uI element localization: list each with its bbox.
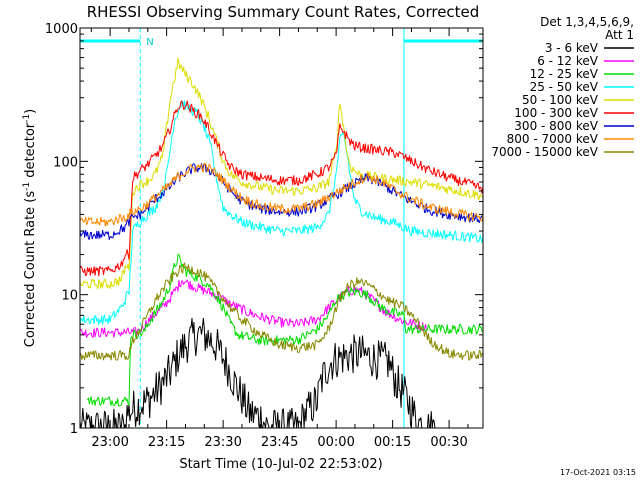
series-group [79,57,484,429]
series-7000-15000-kev [79,262,483,361]
series-300-800-kev [79,162,484,240]
legend-label: 800 - 7000 keV [507,132,599,146]
x-tick-label: 23:30 [204,435,241,450]
night-period-markers: N [80,28,483,428]
series-line [79,57,484,290]
legend-label: 300 - 800 keV [514,119,598,133]
y-axis-label-exponent-1: -1 [22,182,32,191]
legend-label: 25 - 50 keV [530,80,599,94]
y-tick-label: 100 [53,155,78,170]
night-marker-label: N [146,37,153,48]
series-25-50-kev [79,100,484,325]
legend-label: 100 - 300 keV [514,106,598,120]
series-line [79,100,484,325]
series-line [79,279,427,338]
axes: 23:00 23:15 23:30 23:45 00:00 00:15 00:30 1 10 10… [45,22,483,450]
series-50-100-kev [79,57,484,290]
legend-label: 50 - 100 keV [522,93,599,107]
x-tick-label: 23:15 [148,435,185,450]
series-800-7000-kev [79,162,484,227]
plot-frame [79,27,484,429]
x-tick-label: 00:30 [430,435,467,450]
y-axis-label-middle: detector [23,122,38,182]
y-axis-label-end: ) [23,109,38,114]
series-100-300-kev [79,100,484,277]
legend-label: 3 - 6 keV [545,41,599,55]
series-line [79,162,484,227]
series-line [79,262,483,361]
y-axis-label-exponent-2: -1 [22,114,32,123]
legend-header-line-1: Det 1,3,4,5,6,9, [540,15,634,29]
series-line [79,162,484,240]
chart-title: RHESSI Observing Summary Count Rates, Co… [87,3,480,21]
x-tick-label: 00:00 [317,435,354,450]
footer-date: 17-Oct-2021 03:15 [560,468,636,477]
series-line [79,100,484,277]
series-3-6-kev [79,317,438,429]
y-tick-label: 10 [61,289,78,304]
legend-label: 12 - 25 keV [530,67,599,81]
legend-label: 7000 - 15000 keV [491,145,598,159]
legend-label: 6 - 12 keV [537,54,599,68]
series-line [79,317,438,429]
x-tick-label: 23:45 [261,435,298,450]
legend-header-line-2: Att 1 [605,28,634,42]
y-axis-label-main: Corrected Count Rate (s [23,191,38,348]
y-axis-label: Corrected Count Rate (s-1 detector-1) [22,109,38,347]
y-tick-label: 1000 [45,22,78,37]
x-tick-label: 00:15 [374,435,411,450]
series-6-12-kev [79,279,427,338]
x-tick-label: 23:00 [91,435,128,450]
x-axis-label: Start Time (10-Jul-02 22:53:02) [179,457,382,472]
series-12-25-kev [87,253,484,407]
y-tick-label: 1 [70,422,78,437]
series-line [87,253,484,407]
